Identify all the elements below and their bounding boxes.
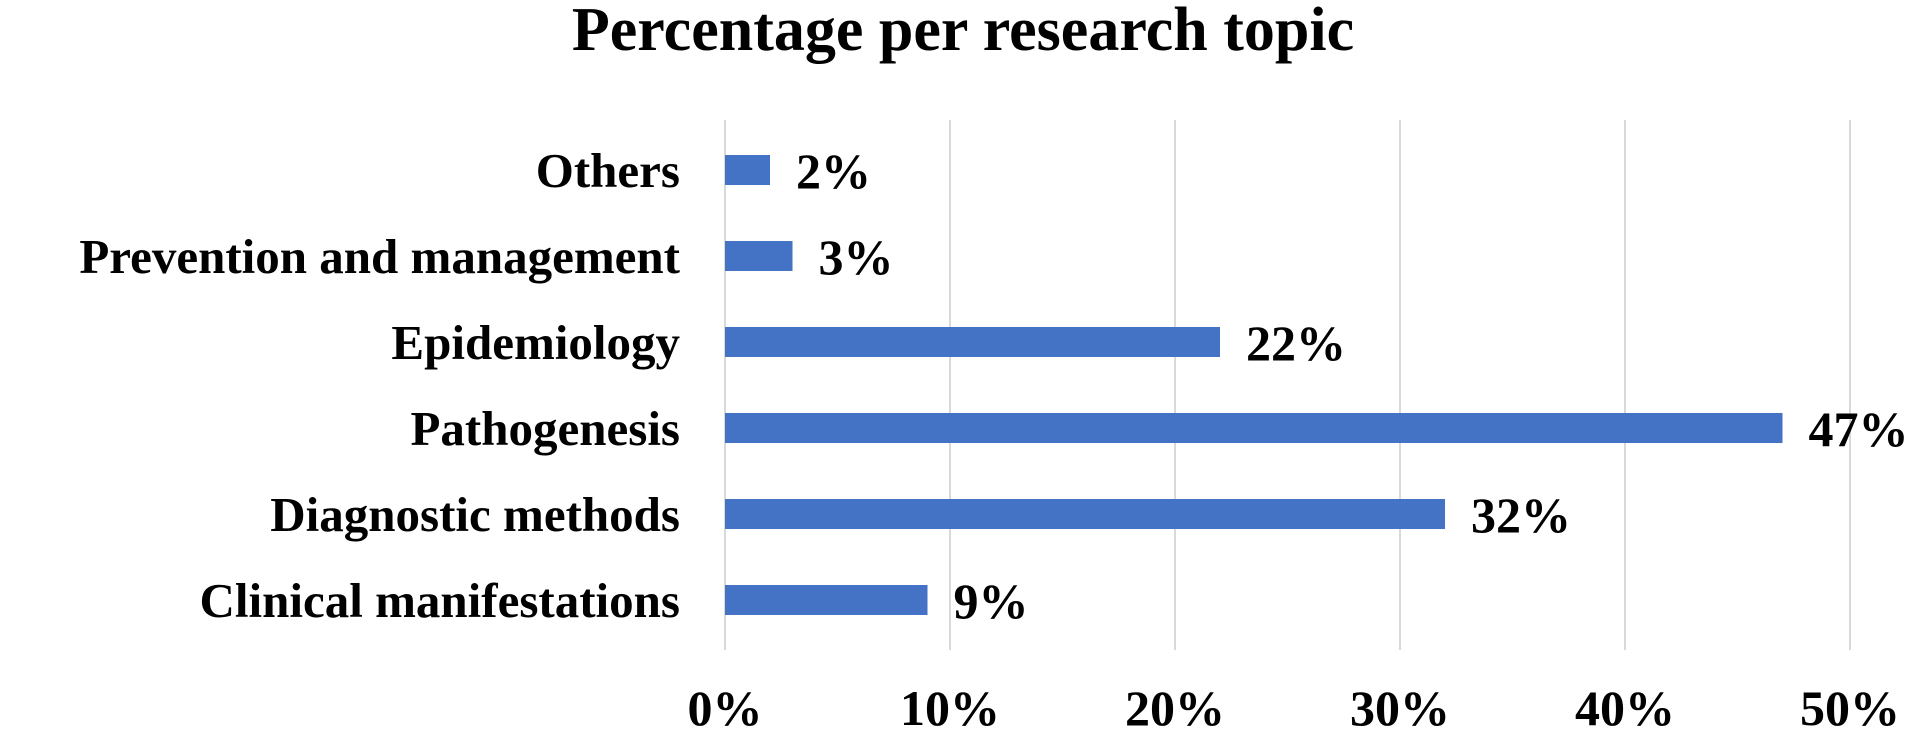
category-label: Diagnostic methods — [270, 487, 680, 542]
category-label: Pathogenesis — [411, 401, 681, 456]
x-tick-label: 20% — [1125, 680, 1225, 734]
data-label: 32% — [1471, 487, 1571, 543]
category-label: Prevention and management — [79, 229, 680, 284]
data-label: 22% — [1246, 315, 1346, 371]
data-label: 9% — [954, 573, 1029, 629]
category-labels: Clinical manifestations Diagnostic method… — [79, 143, 680, 628]
value-labels: 9% 32% 47% 22% 3% 2% — [796, 143, 1909, 629]
category-label: Others — [536, 143, 680, 198]
data-label: 2% — [796, 143, 871, 199]
bar — [725, 413, 1783, 443]
bar — [725, 241, 793, 271]
x-tick-label: 10% — [900, 680, 1000, 734]
bar — [725, 155, 770, 185]
bar — [725, 499, 1445, 529]
data-label: 47% — [1809, 401, 1909, 457]
x-tick-label: 50% — [1800, 680, 1900, 734]
x-tick-label: 0% — [688, 680, 763, 734]
category-label: Clinical manifestations — [200, 573, 680, 628]
bars — [725, 155, 1783, 615]
bar — [725, 585, 928, 615]
x-tick-label: 40% — [1575, 680, 1675, 734]
category-label: Epidemiology — [391, 315, 680, 370]
x-axis-tick-labels: 0% 10% 20% 30% 40% 50% — [688, 680, 1901, 734]
chart-title: Percentage per research topic — [572, 0, 1354, 64]
data-label: 3% — [819, 229, 894, 285]
x-tick-label: 30% — [1350, 680, 1450, 734]
bar — [725, 327, 1220, 357]
gridlines — [724, 120, 1851, 650]
